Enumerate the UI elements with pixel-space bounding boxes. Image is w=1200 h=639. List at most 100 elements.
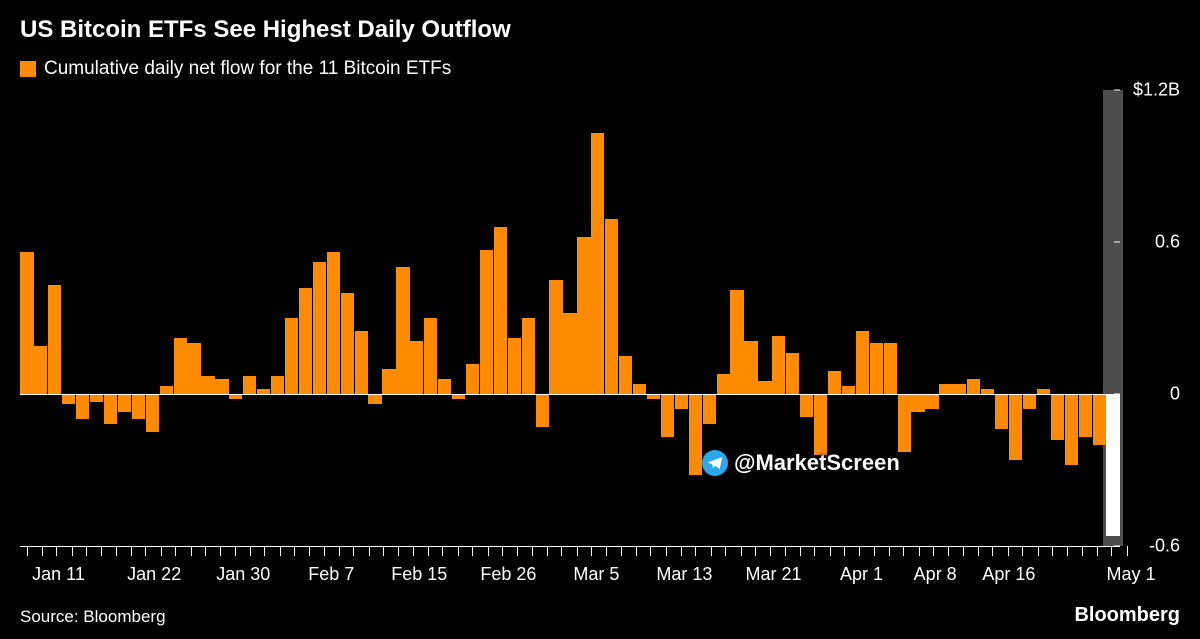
bar bbox=[522, 318, 535, 394]
bar bbox=[76, 394, 89, 419]
x-tick-label: Feb 26 bbox=[480, 564, 536, 585]
x-tick-label: Feb 15 bbox=[391, 564, 447, 585]
bar bbox=[898, 394, 911, 452]
x-tick-mark bbox=[1127, 546, 1128, 556]
bar bbox=[368, 394, 381, 404]
bar bbox=[1065, 394, 1078, 465]
bar bbox=[884, 343, 897, 394]
x-tick-label: Jan 11 bbox=[32, 564, 85, 585]
chart-area: @MarketScreen $1.2B0.60-0.6 bbox=[20, 90, 1180, 546]
y-tick-label: $1.2B bbox=[1125, 80, 1180, 101]
bar bbox=[187, 343, 200, 394]
bar bbox=[355, 331, 368, 394]
bar bbox=[438, 379, 451, 394]
bar bbox=[215, 379, 228, 394]
x-tick-label: May 1 bbox=[1106, 564, 1155, 585]
x-tick-label: Apr 8 bbox=[914, 564, 957, 585]
bar bbox=[20, 252, 33, 394]
zero-baseline bbox=[20, 394, 1120, 395]
bar bbox=[1093, 394, 1106, 445]
chart-title: US Bitcoin ETFs See Highest Daily Outflo… bbox=[20, 16, 1180, 44]
bar bbox=[90, 394, 103, 402]
bar bbox=[856, 331, 869, 394]
bar bbox=[995, 394, 1008, 429]
bar bbox=[424, 318, 437, 394]
telegram-icon bbox=[702, 450, 728, 476]
y-axis: $1.2B0.60-0.6 bbox=[1120, 90, 1180, 546]
bar bbox=[967, 379, 980, 394]
bar bbox=[591, 133, 604, 394]
watermark: @MarketScreen bbox=[702, 450, 900, 476]
bar bbox=[689, 394, 702, 475]
x-tick-label: Apr 1 bbox=[840, 564, 883, 585]
bar bbox=[410, 341, 423, 394]
x-tick-label: Feb 7 bbox=[308, 564, 354, 585]
bar bbox=[243, 376, 256, 394]
bar bbox=[160, 386, 173, 394]
bar bbox=[605, 219, 618, 394]
chart-container: US Bitcoin ETFs See Highest Daily Outflo… bbox=[0, 0, 1200, 639]
bar bbox=[619, 356, 632, 394]
bar bbox=[563, 313, 576, 394]
x-tick-label: Mar 21 bbox=[745, 564, 801, 585]
bar bbox=[48, 285, 61, 394]
bar bbox=[549, 280, 562, 394]
bar bbox=[201, 376, 214, 394]
bar bbox=[1106, 394, 1119, 536]
y-tick-label: 0 bbox=[1162, 383, 1180, 404]
bar bbox=[285, 318, 298, 394]
bar bbox=[1023, 394, 1036, 409]
bar bbox=[661, 394, 674, 437]
bar bbox=[62, 394, 75, 404]
watermark-text: @MarketScreen bbox=[734, 450, 900, 476]
bar bbox=[466, 364, 479, 394]
legend-label: Cumulative daily net flow for the 11 Bit… bbox=[44, 58, 451, 80]
bar bbox=[1079, 394, 1092, 437]
brand-text: Bloomberg bbox=[1074, 604, 1180, 627]
bar bbox=[146, 394, 159, 432]
x-tick-label: Mar 5 bbox=[573, 564, 619, 585]
footer: Source: Bloomberg Bloomberg bbox=[20, 604, 1180, 627]
x-tick-label: Mar 13 bbox=[656, 564, 712, 585]
bar bbox=[577, 237, 590, 394]
bar bbox=[327, 252, 340, 394]
x-tick-label: Jan 22 bbox=[127, 564, 181, 585]
bar bbox=[118, 394, 131, 412]
bar bbox=[800, 394, 813, 417]
x-tick-label: Jan 30 bbox=[216, 564, 270, 585]
bar bbox=[786, 353, 799, 394]
bar bbox=[494, 227, 507, 394]
x-tick-label: Apr 16 bbox=[982, 564, 1035, 585]
bar bbox=[1051, 394, 1064, 440]
bar bbox=[772, 336, 785, 394]
bar bbox=[1009, 394, 1022, 460]
bar bbox=[939, 384, 952, 394]
plot-area: @MarketScreen bbox=[20, 90, 1120, 546]
bar bbox=[870, 343, 883, 394]
bar bbox=[925, 394, 938, 409]
legend: Cumulative daily net flow for the 11 Bit… bbox=[20, 58, 1180, 80]
bar bbox=[814, 394, 827, 455]
bar bbox=[911, 394, 924, 412]
bar bbox=[717, 374, 730, 394]
x-axis bbox=[20, 546, 1120, 547]
bar bbox=[132, 394, 145, 419]
bar bbox=[842, 386, 855, 394]
bar bbox=[758, 381, 771, 394]
bar bbox=[341, 293, 354, 394]
bar bbox=[271, 376, 284, 394]
bar bbox=[828, 371, 841, 394]
bar bbox=[744, 341, 757, 394]
bar bbox=[508, 338, 521, 394]
bar bbox=[703, 394, 716, 424]
legend-swatch bbox=[20, 61, 36, 77]
bar bbox=[174, 338, 187, 394]
bar bbox=[633, 384, 646, 394]
bar bbox=[34, 346, 47, 394]
x-axis-labels: Jan 11 Jan 22 Jan 30 Feb 7 Feb 15 Feb 26 Mar 5… bbox=[20, 550, 1120, 598]
bar bbox=[313, 262, 326, 394]
bar bbox=[730, 290, 743, 394]
bar bbox=[536, 394, 549, 427]
bar bbox=[675, 394, 688, 409]
bar bbox=[396, 267, 409, 394]
